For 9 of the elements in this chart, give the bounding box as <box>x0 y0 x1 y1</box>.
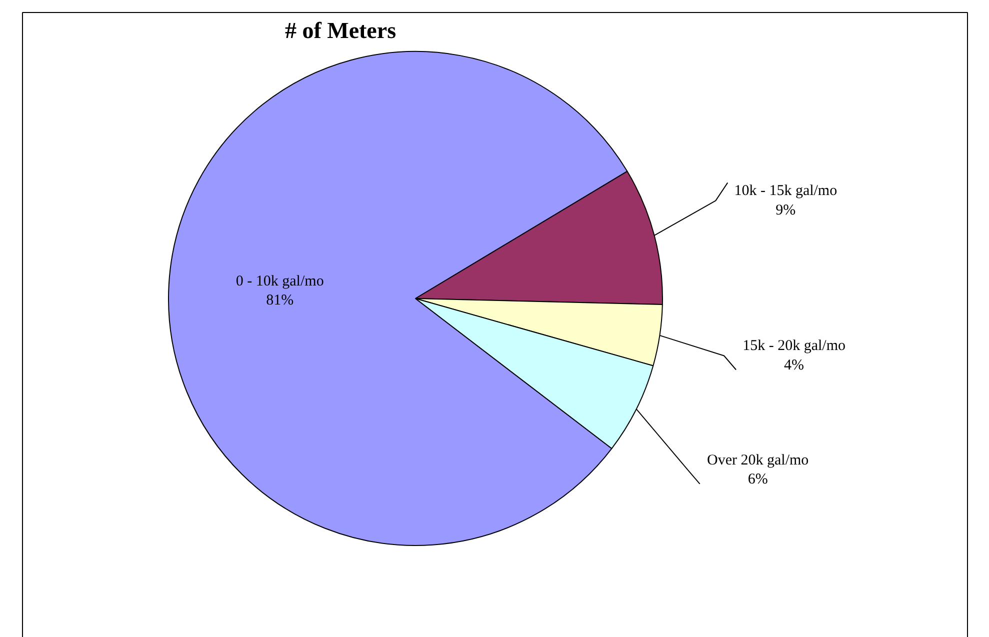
data-label: 81% <box>266 292 294 309</box>
data-label: 6% <box>748 472 768 488</box>
slice-label: Over 20k gal/mo <box>707 452 809 468</box>
data-label: 9% <box>776 202 796 218</box>
chart-title: # of Meters <box>284 18 396 43</box>
slice-label: 0 - 10k gal/mo <box>236 273 324 290</box>
slice-label: 15k - 20k gal/mo <box>742 338 846 354</box>
slice-label: 10k - 15k gal/mo <box>734 183 838 200</box>
data-label: 4% <box>784 357 804 374</box>
